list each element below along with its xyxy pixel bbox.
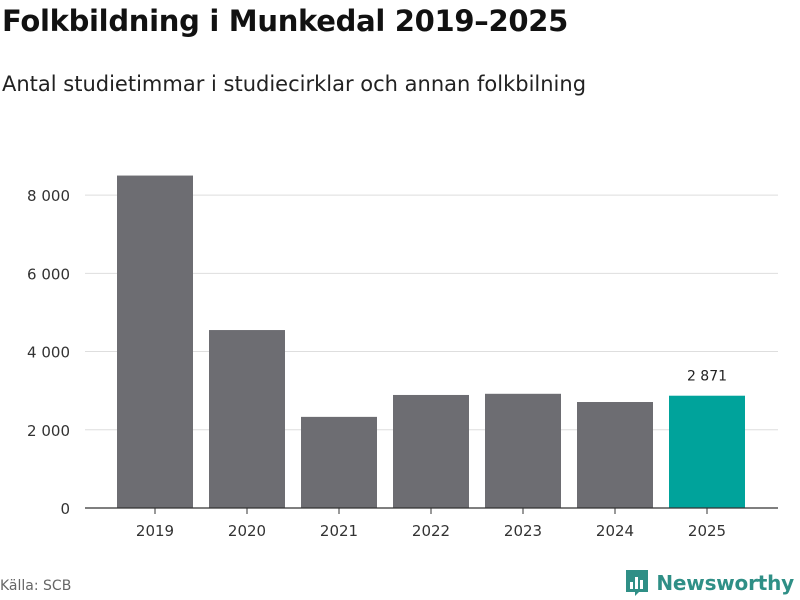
bar-2022: [393, 394, 469, 508]
x-tick-label: 2021: [320, 522, 358, 540]
y-tick-label: 6 000: [27, 265, 70, 283]
x-tick-label: 2022: [412, 522, 450, 540]
y-tick-label: 0: [60, 500, 70, 518]
y-tick-label: 4 000: [27, 344, 70, 362]
brand-logo: Newsworthy: [624, 568, 794, 598]
bar-2021: [301, 416, 377, 508]
x-tick-label: 2019: [136, 522, 174, 540]
bar-2023: [485, 393, 561, 508]
y-tick-label: 8 000: [27, 187, 70, 205]
data-label: 2 871: [687, 369, 727, 385]
bar-2020: [209, 330, 285, 508]
x-tick-label: 2020: [228, 522, 266, 540]
chart-subtitle: Antal studietimmar i studiecirklar och a…: [2, 72, 587, 96]
bar-2024: [577, 402, 653, 508]
brand-name: Newsworthy: [656, 571, 794, 595]
x-tick-label: 2023: [504, 522, 542, 540]
x-tick-label: 2025: [688, 522, 726, 540]
x-tick-label: 2024: [596, 522, 634, 540]
y-tick-label: 2 000: [27, 422, 70, 440]
source-note: Källa: SCB: [0, 578, 72, 594]
bar-2019: [117, 175, 193, 509]
bar-2025: [669, 395, 745, 508]
newsworthy-logo-icon: [626, 570, 649, 596]
chart-title: Folkbildning i Munkedal 2019–2025: [2, 4, 569, 38]
